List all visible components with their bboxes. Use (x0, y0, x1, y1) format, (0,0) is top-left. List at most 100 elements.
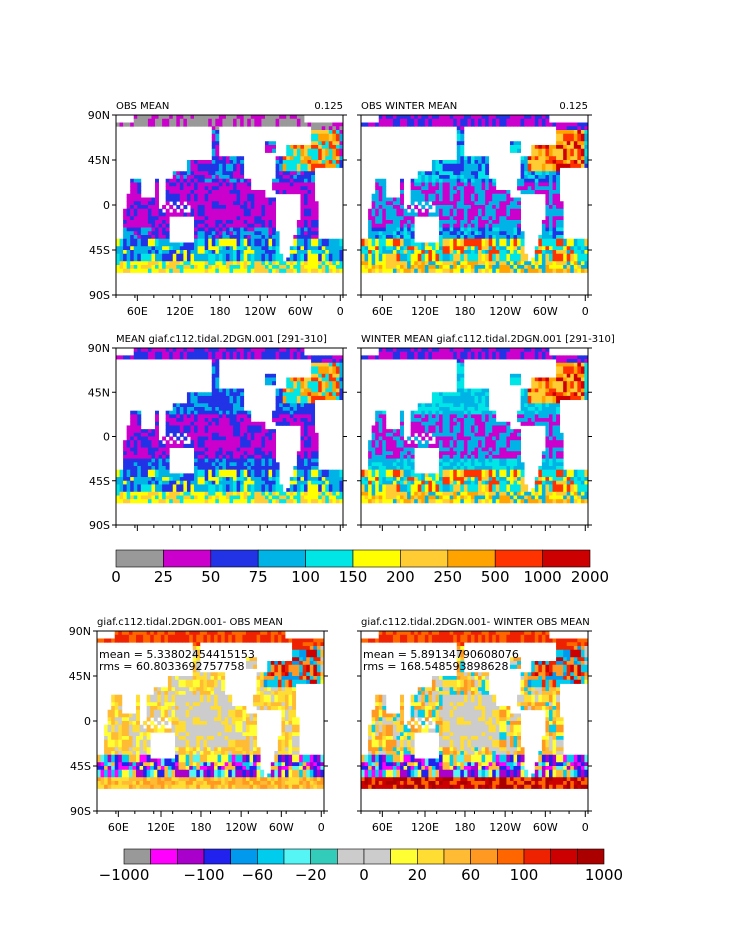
map-cell (499, 115, 504, 120)
map-cell (147, 235, 152, 240)
map-cell (368, 212, 373, 217)
map-cell (233, 480, 237, 485)
map-cell (478, 212, 482, 217)
map-cell (158, 242, 163, 247)
map-cell (311, 178, 316, 183)
map-cell (218, 480, 223, 485)
map-cell (250, 220, 255, 225)
map-cell (225, 480, 230, 485)
map-cell (470, 250, 475, 255)
map-cell (509, 242, 514, 247)
map-cell (428, 122, 433, 127)
map-cell (332, 253, 337, 258)
map-cell (506, 220, 511, 225)
map-cell (495, 115, 500, 120)
map-cell (257, 115, 262, 120)
map-cell (247, 257, 252, 262)
map-cell (339, 384, 344, 389)
map-cell (513, 141, 518, 146)
map-cell (318, 366, 323, 371)
map-cell (460, 193, 465, 198)
map-cell (385, 220, 390, 225)
map-cell (204, 425, 209, 430)
map-cell (335, 473, 340, 478)
map-cell (272, 477, 277, 482)
map-cell (548, 223, 553, 228)
map-cell (144, 238, 149, 243)
map-cell (257, 253, 262, 258)
map-cell (293, 395, 298, 401)
map-cell (296, 480, 301, 485)
map-cell (151, 355, 156, 360)
map-cell (286, 418, 291, 423)
map-cell (428, 190, 433, 195)
map-cell (431, 163, 436, 168)
map-cell (478, 190, 482, 195)
map-cell (563, 122, 568, 127)
map-cell (400, 253, 404, 258)
map-cell (335, 250, 340, 255)
map-cell (123, 480, 128, 485)
map-cell (303, 216, 308, 221)
map-cell (222, 182, 227, 187)
map-cell (172, 182, 177, 187)
map-cell (566, 268, 571, 273)
map-cell (190, 477, 195, 482)
map-cell (463, 160, 468, 165)
map-cell (307, 182, 312, 187)
map-cell (474, 235, 479, 240)
map-cell (311, 403, 316, 408)
map-cell (247, 425, 252, 430)
map-cell (303, 178, 308, 183)
map-cell (460, 126, 465, 131)
map-cell (328, 261, 333, 266)
map-cell (247, 488, 252, 493)
map-cell (311, 235, 316, 240)
map-cell (201, 488, 206, 493)
map-cell (548, 227, 553, 232)
map-cell (158, 451, 163, 456)
map-cell (176, 197, 181, 202)
map-cell (229, 425, 234, 430)
map-cell (147, 451, 152, 456)
map-cell (222, 440, 227, 445)
map-cell (541, 186, 546, 191)
map-cell (201, 403, 206, 408)
map-cell (218, 201, 223, 206)
map-cell (566, 130, 571, 135)
map-cell (186, 261, 191, 266)
map-cell (545, 118, 550, 123)
map-cell (566, 238, 571, 243)
map-cell (130, 418, 135, 423)
map-cell (456, 227, 461, 232)
map-cell (289, 351, 294, 356)
map-cell (211, 359, 216, 364)
map-cell (538, 175, 543, 180)
map-cell (328, 156, 333, 161)
map-cell (527, 115, 532, 120)
map-cell (403, 250, 408, 255)
map-cell (208, 351, 213, 356)
map-cell (328, 130, 333, 135)
map-cell (321, 141, 326, 146)
map-cell (513, 197, 518, 202)
map-cell (155, 418, 159, 423)
map-cell (332, 473, 337, 478)
map-cell (314, 381, 319, 386)
map-cell (300, 418, 305, 423)
map-cell (218, 425, 223, 430)
map-cell (204, 458, 209, 463)
map-cell (194, 220, 198, 225)
map-cell (151, 227, 156, 232)
map-cell (513, 220, 518, 225)
map-cell (314, 373, 319, 378)
map-cell (584, 268, 589, 273)
map-cell (371, 265, 376, 270)
map-cell (208, 186, 213, 191)
map-cell (130, 235, 135, 240)
map-cell (197, 261, 202, 266)
map-cell (400, 216, 404, 221)
map-cell (463, 201, 468, 206)
map-cell (485, 261, 490, 266)
map-cell (325, 469, 330, 474)
